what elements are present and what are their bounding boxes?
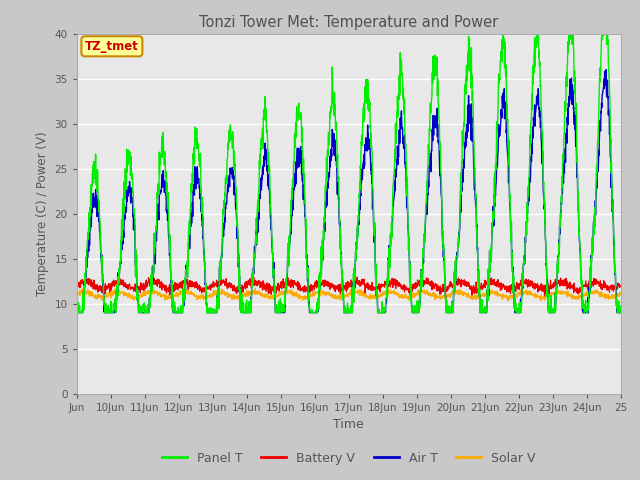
Air T [359, 161, 367, 167]
Panel T [617, 303, 625, 309]
Solar V [250, 289, 257, 295]
Air T [250, 272, 257, 277]
Battery V [271, 292, 278, 298]
Solar V [588, 290, 595, 296]
Air T [602, 67, 610, 72]
Battery V [250, 274, 257, 280]
Air T [73, 310, 81, 315]
Battery V [617, 284, 625, 289]
Panel T [250, 270, 257, 276]
Title: Tonzi Tower Met: Temperature and Power: Tonzi Tower Met: Temperature and Power [199, 15, 499, 30]
Panel T [588, 255, 595, 261]
X-axis label: Time: Time [333, 418, 364, 431]
Air T [271, 289, 278, 295]
Line: Battery V: Battery V [77, 277, 621, 296]
Panel T [211, 310, 219, 315]
Solar V [617, 290, 625, 296]
Legend: Panel T, Battery V, Air T, Solar V: Panel T, Battery V, Air T, Solar V [157, 447, 541, 469]
Line: Panel T: Panel T [77, 24, 621, 312]
Battery V [73, 278, 81, 284]
Solar V [585, 290, 593, 296]
Battery V [588, 280, 595, 286]
Air T [584, 294, 592, 300]
Solar V [360, 292, 367, 298]
Battery V [211, 280, 218, 286]
Solar V [134, 299, 141, 304]
Panel T [73, 310, 81, 315]
Panel T [271, 295, 278, 300]
Air T [617, 310, 625, 315]
Panel T [73, 302, 81, 308]
Panel T [585, 307, 593, 313]
Battery V [250, 282, 257, 288]
Solar V [73, 291, 81, 297]
Text: TZ_tmet: TZ_tmet [85, 40, 139, 53]
Line: Solar V: Solar V [77, 288, 621, 301]
Y-axis label: Temperature (C) / Power (V): Temperature (C) / Power (V) [36, 132, 49, 296]
Air T [211, 310, 218, 315]
Panel T [565, 22, 573, 27]
Solar V [252, 285, 259, 291]
Solar V [271, 294, 279, 300]
Battery V [360, 279, 367, 285]
Solar V [211, 288, 219, 294]
Air T [587, 252, 595, 258]
Battery V [541, 293, 548, 299]
Panel T [360, 106, 367, 111]
Battery V [585, 281, 593, 287]
Line: Air T: Air T [77, 70, 621, 312]
